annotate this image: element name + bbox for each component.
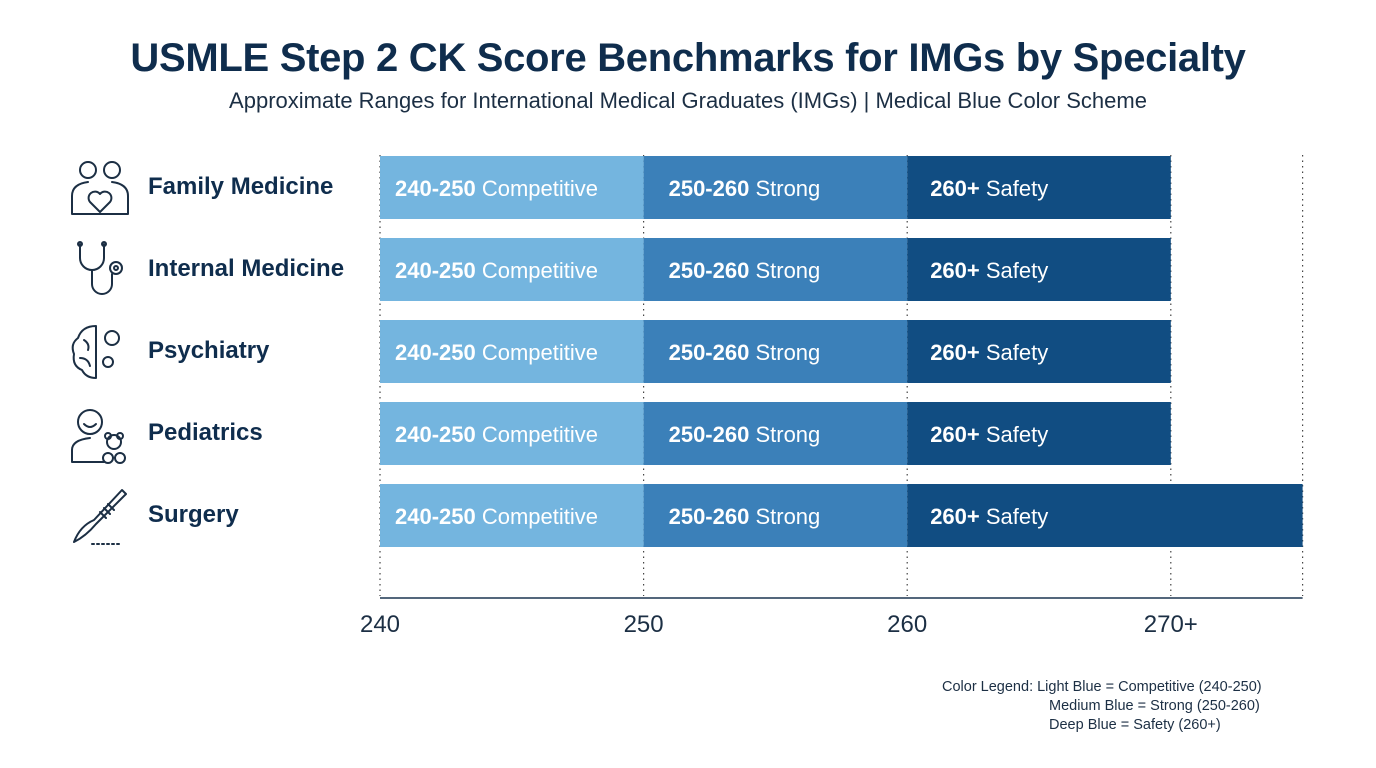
- bar-segment-safety: [907, 402, 1171, 465]
- bar-segment-strong: [643, 156, 908, 219]
- chart-subtitle: Approximate Ranges for International Med…: [229, 88, 1147, 113]
- bar-segment-competitive: [380, 320, 644, 383]
- bar-segment-label: 260+ Safety: [930, 422, 1048, 447]
- category-label: Surgery: [148, 501, 239, 528]
- stethoscope-icon: [68, 238, 132, 302]
- bar-segment-label: 250-260 Strong: [669, 340, 821, 365]
- bar-segment-strong: [643, 484, 908, 547]
- bar-segment-label: 250-260 Strong: [669, 176, 821, 201]
- bar-segment-label: 240-250 Competitive: [395, 422, 598, 447]
- legend-line-safety: Deep Blue = Safety (260+): [1049, 717, 1221, 733]
- x-tick-label: 270+: [1144, 611, 1198, 638]
- scalpel-icon: [68, 484, 132, 548]
- category-label: Pediatrics: [148, 419, 263, 446]
- bar-segment-competitive: [380, 156, 644, 219]
- bar-segment-label: 250-260 Strong: [669, 422, 821, 447]
- bar-segment-label: 250-260 Strong: [669, 258, 821, 283]
- legend-line-competitive: Color Legend: Light Blue = Competitive (…: [942, 679, 1262, 695]
- category-label: Internal Medicine: [148, 255, 345, 282]
- x-tick-label: 250: [624, 611, 664, 638]
- x-tick-label: 240: [360, 611, 400, 638]
- bar-segment-strong: [643, 320, 908, 383]
- bar-segment-label: 260+ Safety: [930, 258, 1048, 283]
- bar-segment-label: 260+ Safety: [930, 176, 1048, 201]
- brain-gears-icon: [68, 320, 132, 384]
- bar-segment-safety: [907, 320, 1171, 383]
- bar-segment-label: 240-250 Competitive: [395, 176, 598, 201]
- color-legend: Color Legend: Light Blue = Competitive (…: [942, 678, 1262, 735]
- chart-title: USMLE Step 2 CK Score Benchmarks for IMG…: [130, 36, 1246, 80]
- bar-segment-safety: [907, 484, 1303, 547]
- bar-segment-strong: [643, 402, 908, 465]
- bar-segment-label: 240-250 Competitive: [395, 340, 598, 365]
- category-label: Psychiatry: [148, 337, 270, 364]
- bar-segment-label: 260+ Safety: [930, 340, 1048, 365]
- legend-line-strong: Medium Blue = Strong (250-260): [1049, 698, 1260, 714]
- doctors-heart-icon: [68, 156, 132, 220]
- bar-segment-label: 240-250 Competitive: [395, 258, 598, 283]
- bar-segment-label: 240-250 Competitive: [395, 504, 598, 529]
- bar-segment-competitive: [380, 484, 644, 547]
- bar-segment-safety: [907, 238, 1171, 301]
- x-tick-label: 260: [887, 611, 927, 638]
- bar-segment-competitive: [380, 238, 644, 301]
- bar-segment-competitive: [380, 402, 644, 465]
- bar-segment-strong: [643, 238, 908, 301]
- bar-segment-label: 260+ Safety: [930, 504, 1048, 529]
- child-teddy-bear-icon: [68, 402, 132, 466]
- bar-segment-safety: [907, 156, 1171, 219]
- category-label: Family Medicine: [148, 173, 334, 200]
- bar-segment-label: 250-260 Strong: [669, 504, 821, 529]
